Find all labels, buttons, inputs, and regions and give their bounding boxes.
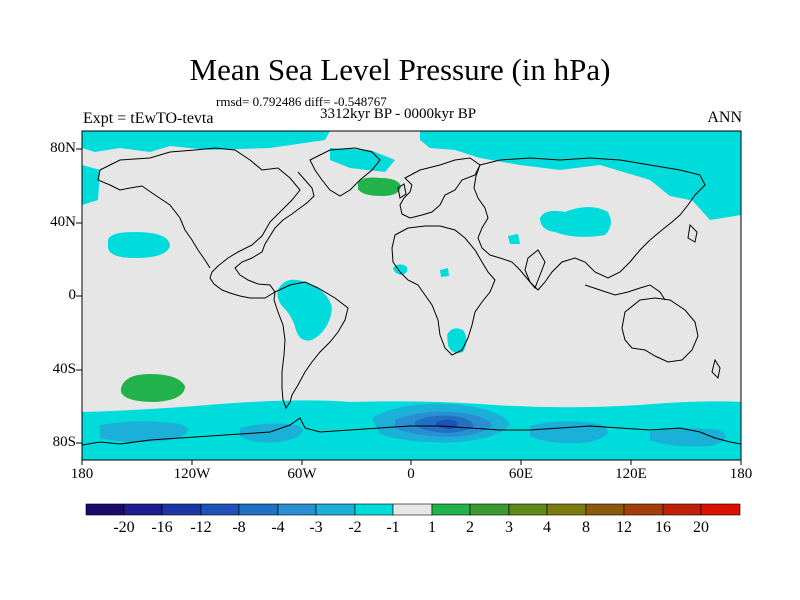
colorbar <box>85 503 741 516</box>
colorbar-label-5: -3 <box>309 519 323 536</box>
colorbar-label-8: 1 <box>428 519 436 536</box>
period-label: 3312kyr BP - 0000kyr BP <box>320 106 477 122</box>
colorbar-box-4 <box>238 503 279 516</box>
lat-tick-0: 0 <box>68 287 77 303</box>
colorbar-label-2: -12 <box>190 519 212 536</box>
colorbar-label-3: -8 <box>232 519 246 536</box>
arctic-anomaly-west <box>82 131 330 152</box>
colorbar-label-12: 8 <box>582 519 590 536</box>
colorbar-label-9: 2 <box>466 519 474 536</box>
colorbar-box-5 <box>277 503 317 516</box>
colorbar-label-14: 16 <box>655 519 671 536</box>
colorbar-label-7: -1 <box>386 519 400 536</box>
europe-coast <box>399 157 481 219</box>
lon-tick-180w: 180 <box>70 466 94 482</box>
colorbar-label-1: -16 <box>151 519 173 536</box>
lon-tick-60e: 60E <box>508 466 534 482</box>
asia-coast <box>473 157 706 291</box>
uk-coast <box>397 183 407 199</box>
colorbar-box-12 <box>546 503 587 516</box>
arctic-anomaly-greenland <box>330 148 395 172</box>
season-label: ANN <box>707 109 742 126</box>
antarctic-anomaly-1 <box>100 421 188 443</box>
arabia-anomaly <box>440 268 449 277</box>
colorbar-label-0: -20 <box>113 519 135 536</box>
south-america-coast <box>273 281 349 410</box>
alaska-coast <box>97 169 211 269</box>
arctic-anomaly-east <box>420 131 741 200</box>
axis-ticks <box>76 148 742 465</box>
colorbar-box-14 <box>623 503 664 516</box>
africa-coast <box>391 225 496 356</box>
colorbar-box-13 <box>585 503 625 516</box>
maritime-continent-coast <box>584 284 666 301</box>
lat-tick-40s: 40S <box>52 361 76 377</box>
colorbar-box-16 <box>700 503 741 516</box>
antarctica-coast <box>82 417 741 446</box>
colorbar-box-15 <box>662 503 702 516</box>
north-america-coast <box>99 147 315 299</box>
lon-tick-180e: 180 <box>729 466 753 482</box>
colorbar-box-1 <box>123 503 163 516</box>
antarctic-anomaly-2 <box>240 423 303 443</box>
map-title: Mean Sea Level Pressure (in hPa) <box>189 52 611 87</box>
colorbar-label-6: -2 <box>348 519 362 536</box>
coastlines <box>82 147 741 446</box>
greenland-coast <box>309 147 381 197</box>
lat-tick-80n: 80N <box>50 140 76 156</box>
colorbar-box-10 <box>469 503 510 516</box>
colorbar-box-6 <box>315 503 356 516</box>
lon-tick-0: 0 <box>407 466 415 482</box>
south-africa-anomaly <box>447 328 467 354</box>
antarctic-anomaly-3 <box>530 421 608 444</box>
colorbar-label-10: 3 <box>505 519 513 536</box>
colorbar-box-2 <box>161 503 202 516</box>
colorbar-box-0 <box>85 503 125 516</box>
pacific-anomaly <box>108 232 170 258</box>
colorbar-box-3 <box>200 503 240 516</box>
colorbar-box-8 <box>392 503 433 516</box>
experiment-label: Expt = tEwTO-tevta <box>83 110 214 127</box>
lat-tick-80s: 80S <box>52 434 76 450</box>
indian-subcontinent-coast <box>524 249 546 289</box>
colorbar-label-15: 20 <box>693 519 709 536</box>
colorbar-box-9 <box>431 503 471 516</box>
japan-coast <box>687 223 698 243</box>
amazon-anomaly <box>277 279 332 341</box>
east-asia-anomaly <box>690 170 741 220</box>
colorbar-label-13: 12 <box>616 519 632 536</box>
west-edge-anomaly <box>82 165 100 205</box>
tibet-anomaly <box>508 234 520 244</box>
colorbar-box-7 <box>354 503 394 516</box>
map-field <box>82 131 741 460</box>
asia-anomaly <box>540 207 611 237</box>
colorbar-box-11 <box>508 503 548 516</box>
antarctic-anomaly-4 <box>650 428 726 447</box>
greenland-sea-positive <box>358 177 401 196</box>
australia-coast <box>621 297 699 363</box>
lat-tick-40n: 40N <box>50 214 76 230</box>
colorbar-label-11: 4 <box>543 519 551 536</box>
lon-tick-120e: 120E <box>615 466 647 482</box>
colorbar-label-4: -4 <box>271 519 285 536</box>
lon-tick-120w: 120W <box>173 466 211 482</box>
stats-line: rmsd= 0.792486 diff= -0.548767 <box>216 94 387 109</box>
lon-tick-60w: 60W <box>287 466 317 482</box>
south-pacific-positive <box>121 374 185 402</box>
new-zealand-coast <box>711 358 721 380</box>
